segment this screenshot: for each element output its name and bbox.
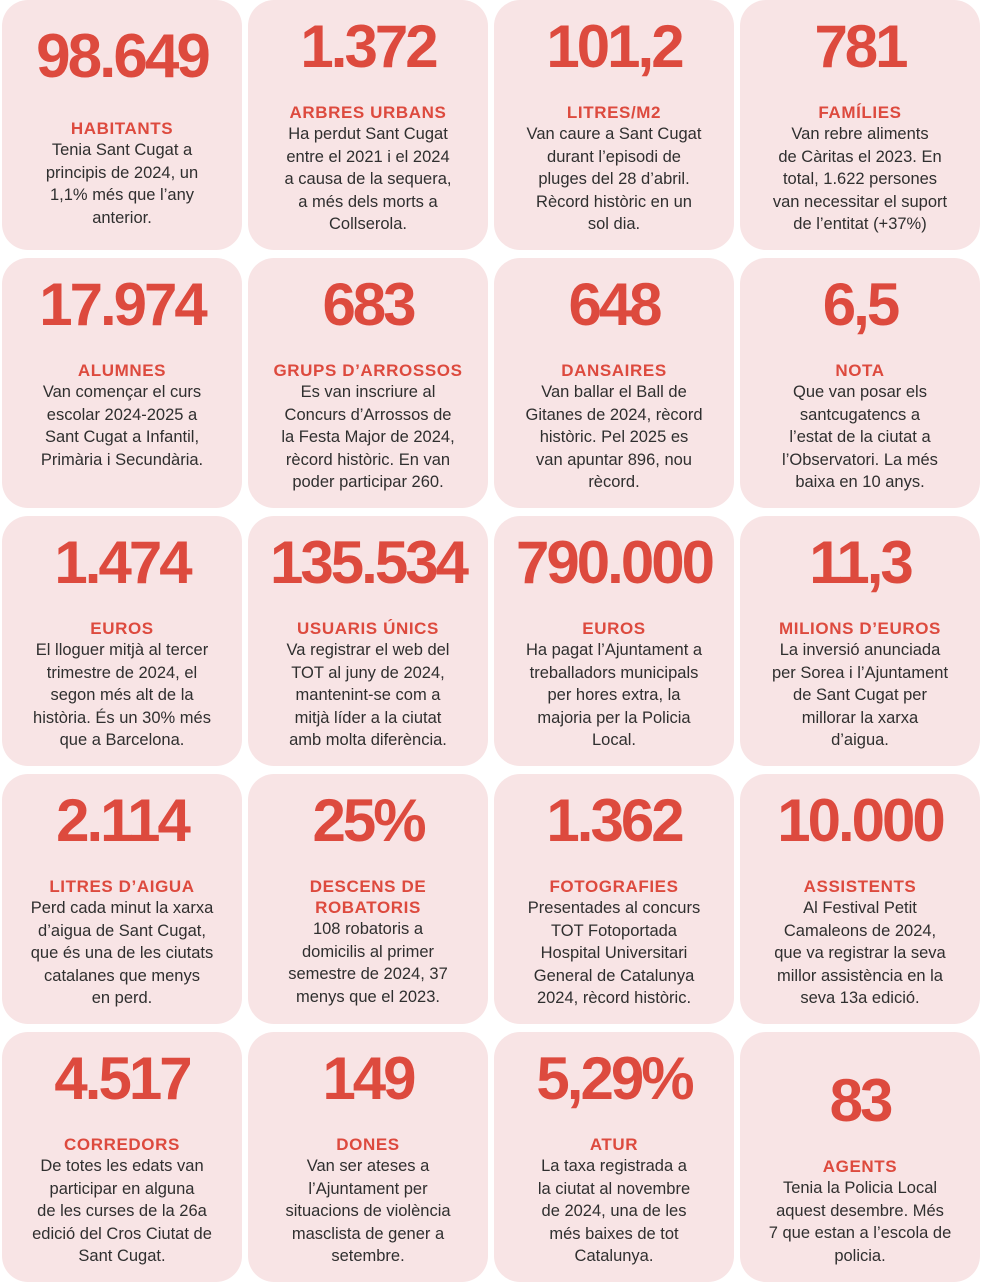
stat-label: DESCENS DE ROBATORIS [309, 877, 427, 917]
stat-card: 1.474 EUROS El lloguer mitjà al tercer tri… [2, 516, 242, 766]
stat-description: La taxa registrada a la ciutat al novemb… [537, 1157, 691, 1265]
stat-description: Al Festival Petit Camaleons de 2024, que… [774, 899, 946, 1007]
stat-label: ARBRES URBANS [289, 103, 447, 122]
stat-label: FOTOGRAFIES [549, 877, 679, 896]
stat-number: 6,5 [822, 271, 900, 338]
stat-number: 101,2 [546, 13, 684, 80]
stat-card: 11,3 MILIONS D’EUROS La inversió anunciada… [740, 516, 980, 766]
stat-description: Tenia Sant Cugat a principis de 2024, un… [45, 141, 199, 227]
stat-number: 11,3 [809, 529, 913, 596]
stat-description: Perd cada minut la xarxa d’aigua de Sant… [30, 899, 214, 1007]
stat-label: LITRES D’AIGUA [49, 877, 195, 896]
stat-label: CORREDORS [64, 1135, 180, 1154]
stat-number: 25% [312, 787, 426, 854]
stat-label: ATUR [589, 1135, 639, 1154]
stat-number: 1.372 [300, 13, 438, 80]
stat-card: 2.114 LITRES D’AIGUA Perd cada minut la xa… [2, 774, 242, 1024]
stat-label: DANSAIRES [561, 361, 667, 380]
stat-card: 4.517 CORREDORS De totes les edats van par… [2, 1032, 242, 1282]
stat-label: EUROS [90, 619, 154, 638]
stat-label: EUROS [582, 619, 646, 638]
stat-number: 83 [829, 1067, 894, 1134]
stat-description: Van rebre aliments de Càritas el 2023. E… [772, 125, 948, 233]
stat-number: 17.974 [39, 271, 208, 338]
stat-number: 4.517 [54, 1045, 192, 1112]
stat-description: Van ballar el Ball de Gitanes de 2024, r… [525, 383, 703, 491]
stat-number: 98.649 [36, 22, 211, 91]
stat-description: Van caure a Sant Cugat durant l’episodi … [526, 125, 702, 233]
stat-number: 2.114 [56, 787, 191, 854]
stat-card: 781 FAMÍLIES Van rebre aliments de Càritas… [740, 0, 980, 250]
stat-description: La inversió anunciada per Sorea i l’Ajun… [771, 641, 949, 749]
stat-label: HABITANTS [70, 119, 174, 138]
stat-description: Es van inscriure al Concurs d’Arrossos d… [281, 383, 455, 491]
stat-number: 10.000 [777, 787, 946, 854]
stat-description: Tenia la Policia Local aquest desembre. … [768, 1179, 952, 1265]
stat-description: 108 robatoris a domicilis al primer seme… [288, 920, 448, 1006]
stat-card: 10.000 ASSISTENTS Al Festival Petit Camale… [740, 774, 980, 1024]
stat-label: GRUPS D’ARROSSOS [273, 361, 463, 380]
stat-description: Ha perdut Sant Cugat entre el 2021 i el … [284, 125, 452, 233]
stat-description: Van ser ateses a l’Ajuntament per situac… [285, 1157, 451, 1265]
stat-label: ASSISTENTS [803, 877, 917, 896]
stat-description: El lloguer mitjà al tercer trimestre de … [33, 641, 211, 749]
stat-number: 1.474 [54, 529, 192, 596]
stat-card: 648 DANSAIRES Van ballar el Ball de Gitane… [494, 258, 734, 508]
stat-label: FAMÍLIES [818, 103, 902, 122]
stat-label: LITRES/M2 [566, 103, 662, 122]
stat-card: 1.372 ARBRES URBANS Ha perdut Sant Cugat e… [248, 0, 488, 250]
stat-label: AGENTS [822, 1157, 898, 1176]
stat-description: Va registrar el web del TOT al juny de 2… [286, 641, 450, 749]
stat-number: 1.362 [546, 787, 684, 854]
stat-number: 648 [568, 271, 662, 338]
stat-number: 781 [814, 13, 908, 80]
stat-description: Presentades al concurs TOT Fotoportada H… [527, 899, 701, 1007]
stat-card: 135.534 USUARIS ÚNICS Va registrar el web … [248, 516, 488, 766]
stat-number: 5,29% [536, 1045, 694, 1112]
stat-card: 149 DONES Van ser ateses a l’Ajuntament pe… [248, 1032, 488, 1282]
stat-number: 149 [322, 1045, 416, 1112]
stat-number: 683 [322, 271, 416, 338]
stat-description: Que van posar els santcugatencs a l’esta… [782, 383, 938, 491]
stat-card: 17.974 ALUMNES Van començar el curs escola… [2, 258, 242, 508]
stat-label: NOTA [835, 361, 885, 380]
stat-label: USUARIS ÚNICS [297, 619, 439, 638]
stat-description: Van començar el curs escolar 2024-2025 a… [40, 383, 204, 469]
stat-label: DONES [336, 1135, 400, 1154]
stat-card: 5,29% ATUR La taxa registrada a la ciutat … [494, 1032, 734, 1282]
stat-card: 6,5 NOTA Que van posar els santcugatencs a… [740, 258, 980, 508]
stat-number: 790.000 [516, 529, 715, 596]
stat-card: 1.362 FOTOGRAFIES Presentades al concurs T… [494, 774, 734, 1024]
stat-label: ALUMNES [77, 361, 167, 380]
stat-card: 25% DESCENS DE ROBATORIS 108 robatoris a d… [248, 774, 488, 1024]
stat-card: 790.000 EUROS Ha pagat l’Ajuntament a treb… [494, 516, 734, 766]
stat-card: 83 AGENTS Tenia la Policia Local aquest de… [740, 1032, 980, 1282]
stat-description: Ha pagat l’Ajuntament a treballadors mun… [525, 641, 703, 749]
stat-card: 101,2 LITRES/M2 Van caure a Sant Cugat dur… [494, 0, 734, 250]
stat-label: MILIONS D’EUROS [778, 619, 941, 638]
stat-description: De totes les edats van participar en alg… [32, 1157, 212, 1265]
stat-card: 98.649 HABITANTS Tenia Sant Cugat a princi… [2, 0, 242, 250]
stat-card: 683 GRUPS D’ARROSSOS Es van inscriure al C… [248, 258, 488, 508]
stat-number: 135.534 [270, 529, 469, 596]
